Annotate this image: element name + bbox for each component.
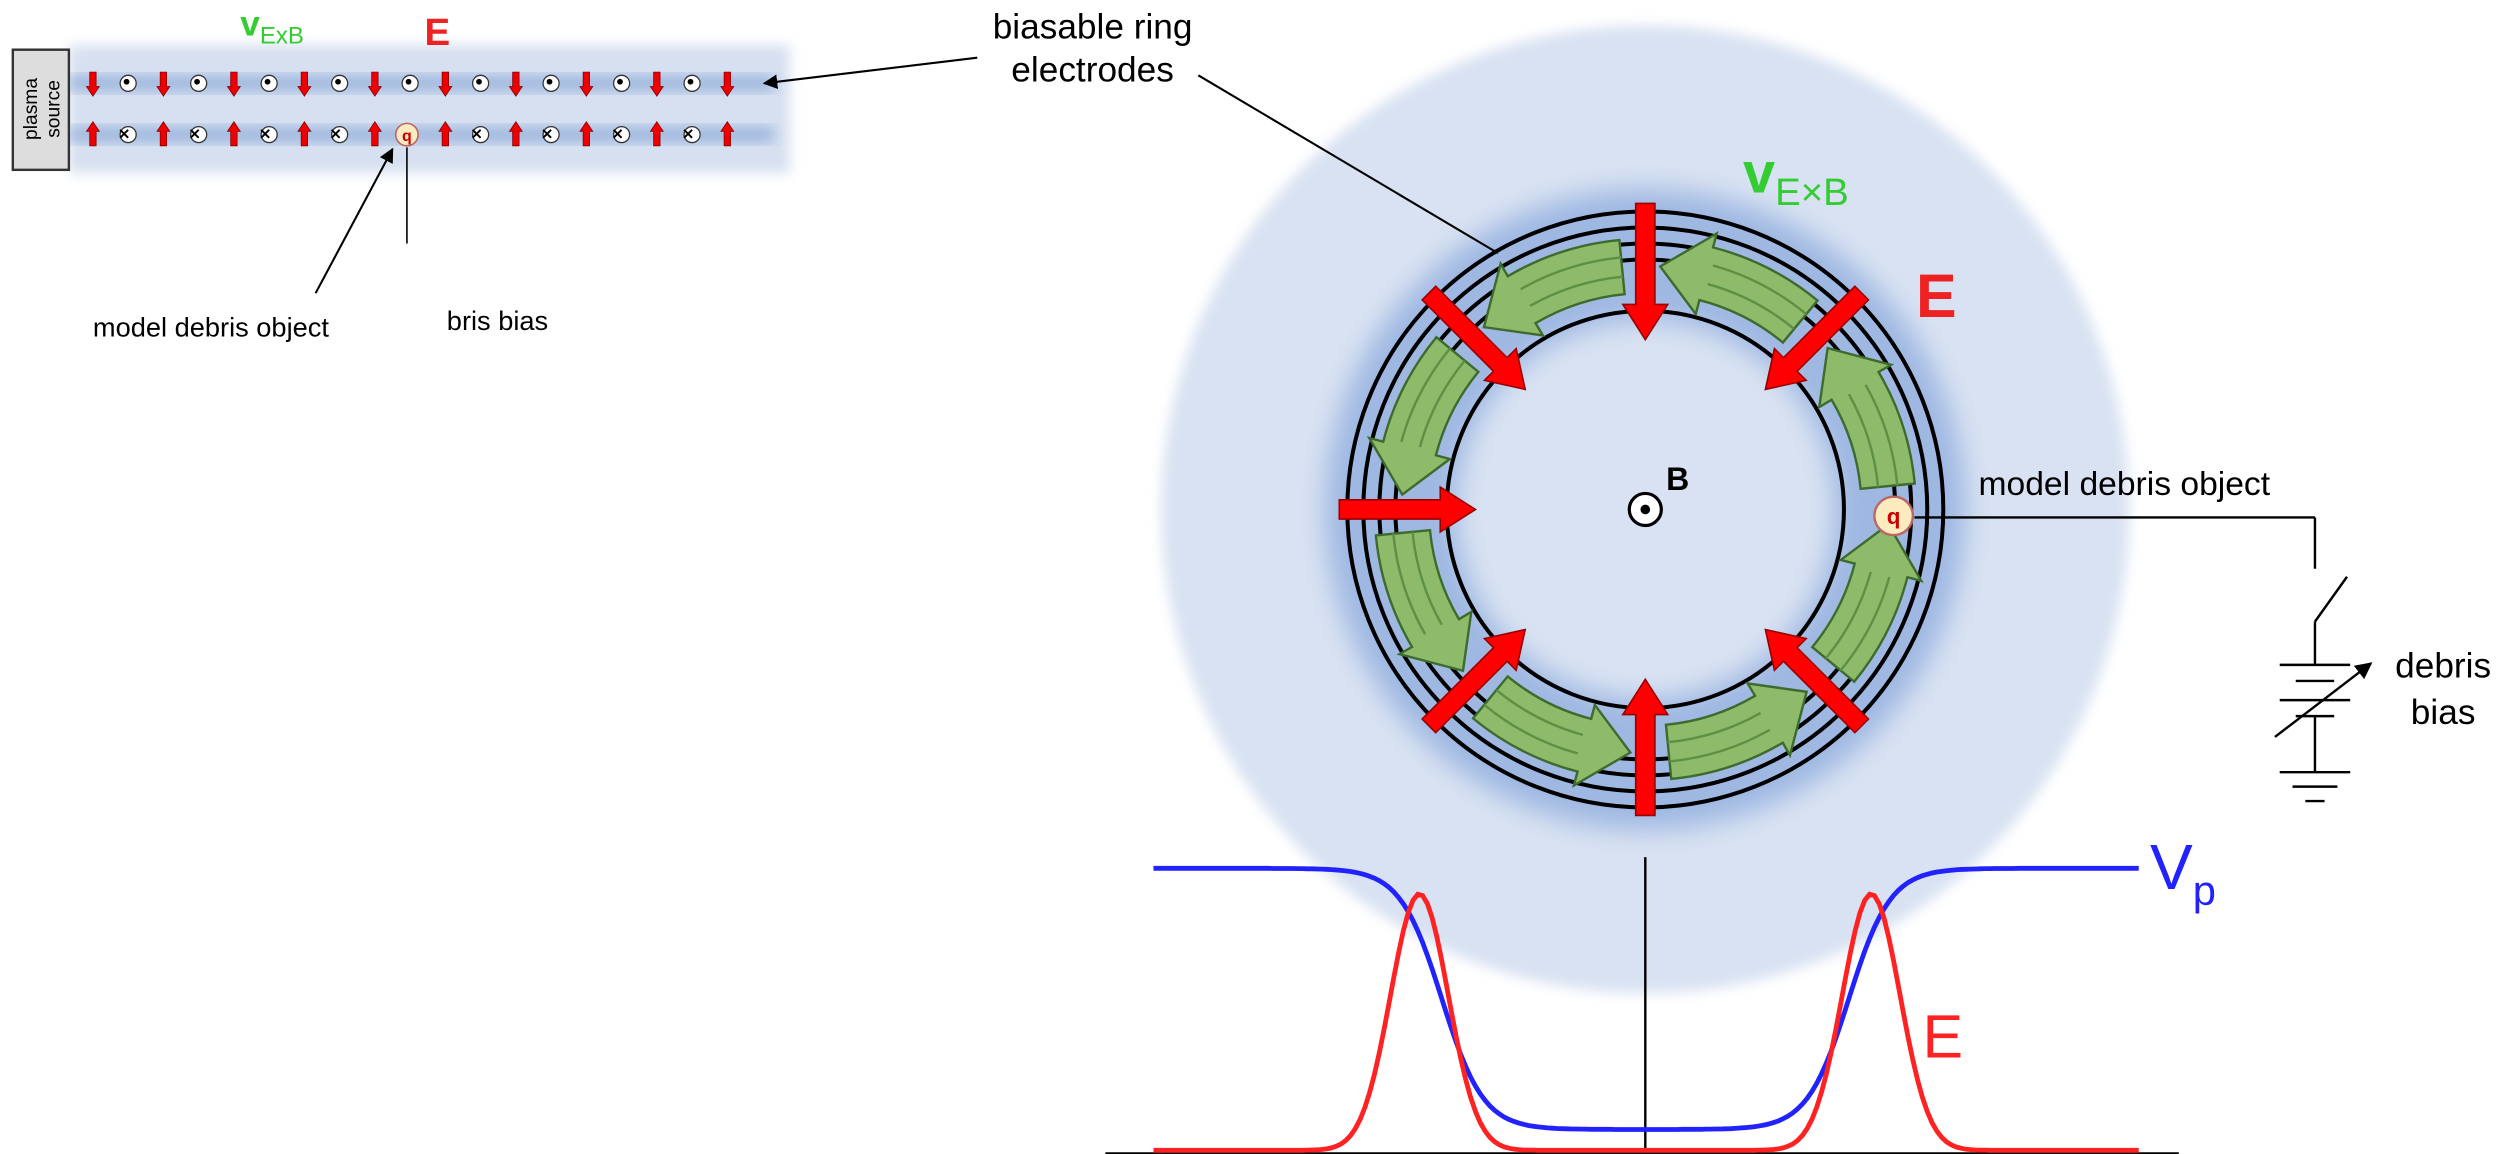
plasma-stripe (69, 75, 774, 91)
electrodes-label: biasable ring (993, 7, 1193, 46)
source-label: source (43, 80, 64, 138)
bias-label: debris (2395, 647, 2491, 686)
plasma-stripe (69, 127, 774, 143)
pointer (764, 58, 977, 84)
flow-dot (124, 79, 130, 85)
flow-dot (688, 79, 694, 85)
flow-dot (335, 79, 341, 85)
left-panel: plasma source vExB E q model debris obje… (13, 4, 790, 342)
flow-dot (265, 79, 271, 85)
diagram: plasma source vExB E q model debris obje… (0, 0, 2504, 1154)
page: {"left_panel":{"source_label":["plasma",… (0, 0, 2504, 1154)
debris-label: model debris object (1979, 466, 2271, 503)
bias-label: bias (2411, 693, 2476, 732)
bias-circuit (2275, 517, 2371, 801)
charge-label: q (1887, 504, 1901, 529)
electrodes-label: electrodes (1011, 51, 1174, 90)
b-label: B (1666, 461, 1689, 497)
plasma-column (69, 45, 790, 173)
bias-label: debris bias (417, 305, 549, 336)
e-label: E (1916, 262, 1957, 330)
b-field-dot (1640, 505, 1650, 515)
flow-dot (476, 79, 482, 85)
flow-dot (617, 79, 623, 85)
right-panel: B vE×B E q model debris object debris bi… (1105, 26, 2491, 1154)
charge-label: q (402, 127, 412, 145)
e-profile-label: E (1922, 1002, 1963, 1070)
source-label: plasma (21, 78, 42, 140)
vexb-label: vExB (240, 4, 304, 49)
flow-dot (406, 79, 412, 85)
debris-label: model debris object (93, 311, 329, 342)
vp-label: Vp (2150, 831, 2216, 914)
flow-dot (547, 79, 553, 85)
flow-dot (194, 79, 200, 85)
e-label: E (425, 11, 451, 54)
